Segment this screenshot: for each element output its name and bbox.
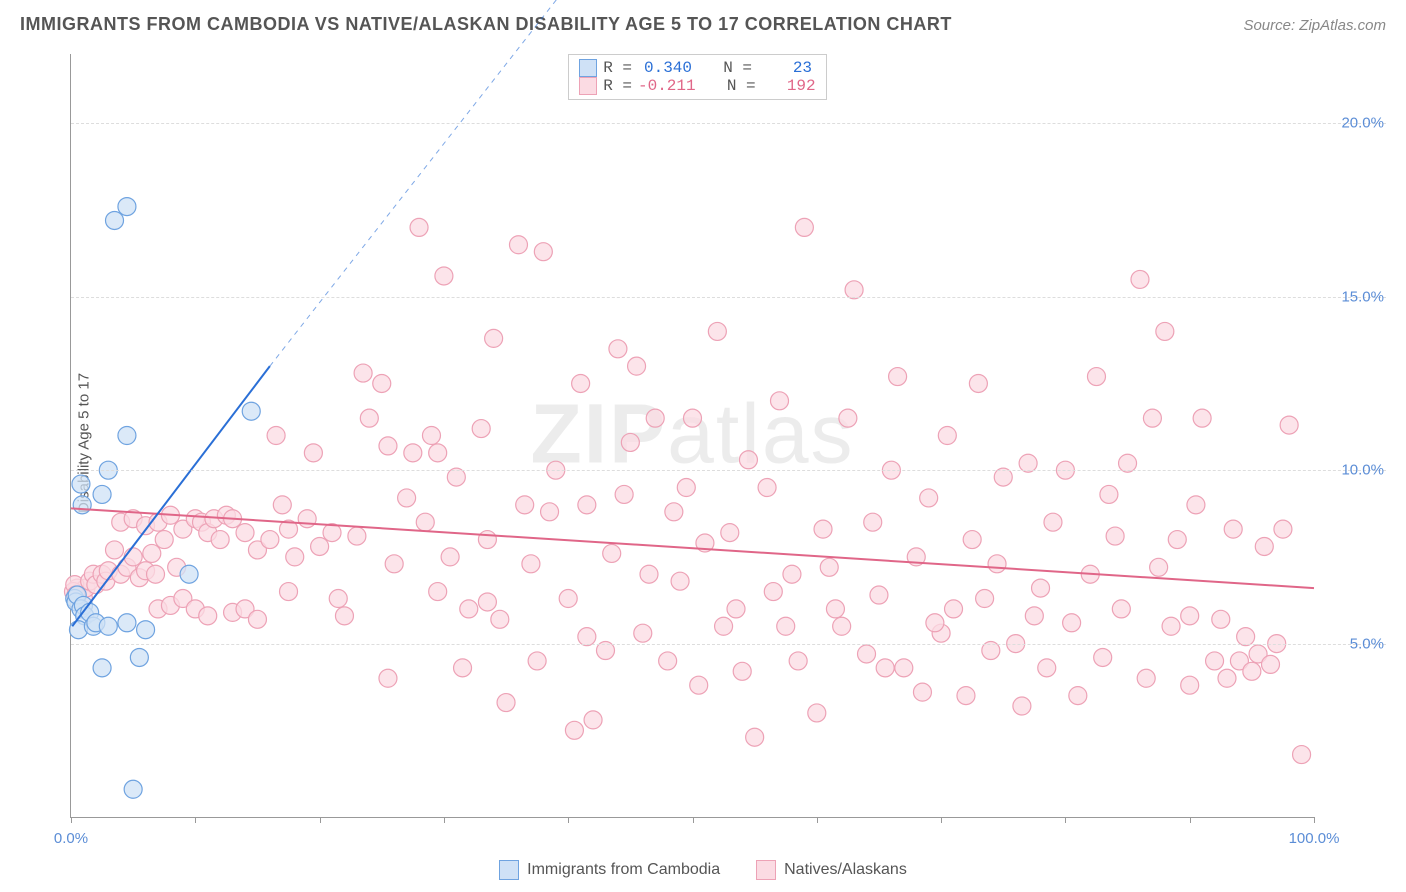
- bottom-legend: Immigrants from Cambodia Natives/Alaskan…: [0, 860, 1406, 880]
- stats-row-pink: R = -0.211 N = 192: [579, 77, 815, 95]
- chart-title: IMMIGRANTS FROM CAMBODIA VS NATIVE/ALASK…: [20, 14, 952, 35]
- plot-area: ZIPatlas R = 0.340 N = 23 R = -0.211 N =…: [70, 54, 1314, 818]
- legend-item-blue: Immigrants from Cambodia: [499, 860, 720, 880]
- legend-item-pink: Natives/Alaskans: [756, 860, 907, 880]
- chart-container: Disability Age 5 to 17 ZIPatlas R = 0.34…: [20, 48, 1386, 838]
- source-attribution: Source: ZipAtlas.com: [1243, 17, 1386, 34]
- correlation-stats-box: R = 0.340 N = 23 R = -0.211 N = 192: [568, 54, 826, 100]
- legend-swatch-blue: [579, 59, 597, 77]
- legend-swatch-blue-icon: [499, 860, 519, 880]
- stats-row-blue: R = 0.340 N = 23: [579, 59, 815, 77]
- y-tick-label: 15.0%: [1341, 288, 1384, 305]
- scatter-svg: [71, 54, 1314, 817]
- legend-swatch-pink: [579, 77, 597, 95]
- y-tick-label: 10.0%: [1341, 462, 1384, 479]
- y-tick-label: 5.0%: [1350, 635, 1384, 652]
- legend-swatch-pink-icon: [756, 860, 776, 880]
- y-tick-label: 20.0%: [1341, 115, 1384, 132]
- x-tick-label: 100.0%: [1289, 830, 1340, 847]
- x-tick-label: 0.0%: [54, 830, 88, 847]
